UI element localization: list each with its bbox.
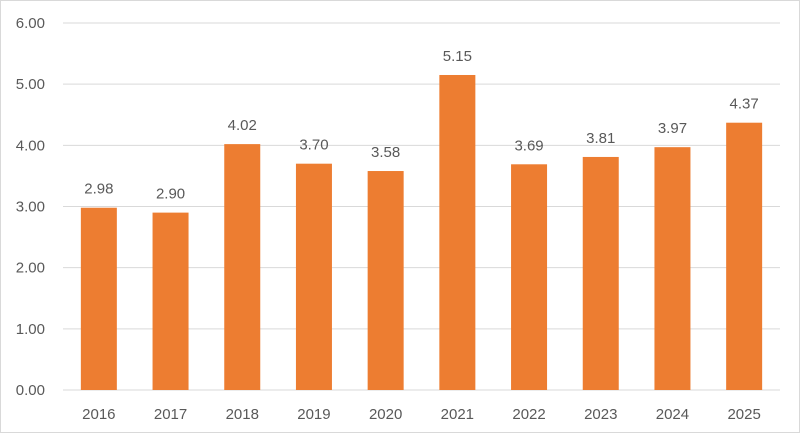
y-tick-label: 3.00 bbox=[16, 199, 45, 216]
bar-2022 bbox=[511, 164, 548, 390]
bar-2019 bbox=[295, 163, 332, 390]
bar-2016 bbox=[80, 207, 117, 390]
y-tick-label: 1.00 bbox=[16, 321, 45, 338]
x-tick-label: 2025 bbox=[727, 406, 760, 423]
bar-2017 bbox=[152, 212, 189, 390]
x-tick-label: 2020 bbox=[369, 406, 402, 423]
data-label: 4.02 bbox=[228, 117, 257, 134]
data-label: 3.69 bbox=[514, 137, 543, 154]
bar-2020 bbox=[367, 171, 404, 390]
bar-2018 bbox=[224, 144, 261, 390]
x-tick-label: 2021 bbox=[441, 406, 474, 423]
y-tick-label: 6.00 bbox=[16, 15, 45, 32]
x-tick-label: 2018 bbox=[226, 406, 259, 423]
data-label: 3.58 bbox=[371, 144, 400, 161]
data-label: 5.15 bbox=[443, 48, 472, 65]
x-tick-label: 2017 bbox=[154, 406, 187, 423]
data-label: 2.90 bbox=[156, 186, 185, 203]
bar-2023 bbox=[582, 156, 619, 390]
y-tick-label: 0.00 bbox=[16, 382, 45, 399]
x-tick-label: 2022 bbox=[512, 406, 545, 423]
bar-2024 bbox=[654, 147, 691, 390]
x-tick-label: 2024 bbox=[656, 406, 689, 423]
bar-2025 bbox=[726, 122, 763, 391]
data-label: 2.98 bbox=[84, 181, 113, 198]
data-label: 4.37 bbox=[730, 96, 759, 113]
x-tick-label: 2016 bbox=[82, 406, 115, 423]
data-label: 3.81 bbox=[586, 130, 615, 147]
x-tick-label: 2023 bbox=[584, 406, 617, 423]
data-label: 3.70 bbox=[299, 137, 328, 154]
y-tick-label: 5.00 bbox=[16, 76, 45, 93]
y-tick-label: 2.00 bbox=[16, 260, 45, 277]
y-tick-label: 4.00 bbox=[16, 137, 45, 154]
data-label: 3.97 bbox=[658, 120, 687, 137]
bar-2021 bbox=[439, 74, 476, 390]
x-tick-label: 2019 bbox=[297, 406, 330, 423]
